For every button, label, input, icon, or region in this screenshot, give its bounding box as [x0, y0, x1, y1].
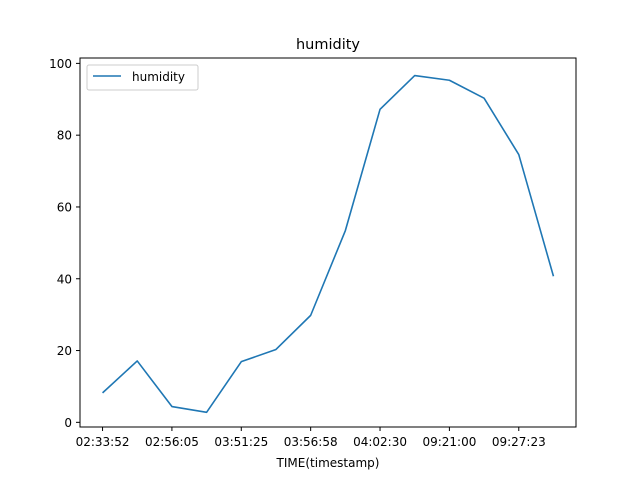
x-tick-label: 02:56:05	[145, 435, 199, 449]
x-tick-label: 03:56:58	[284, 435, 338, 449]
plot-frame	[79, 57, 577, 428]
y-tick-label: 60	[57, 200, 72, 214]
y-tick-label: 40	[57, 272, 72, 286]
y-tick-label: 80	[57, 129, 72, 143]
x-tick-label: 09:21:00	[422, 435, 476, 449]
legend-label: humidity	[132, 70, 185, 84]
x-tick-label: 03:51:25	[214, 435, 268, 449]
x-axis-label: TIME(timestamp)	[276, 456, 380, 470]
x-tick-label: 02:33:52	[76, 435, 130, 449]
chart-title: humidity	[296, 37, 360, 53]
y-tick-label: 100	[49, 57, 72, 71]
x-axis-ticks: 02:33:52 02:56:05 03:51:25 03:56:58 04:02:30…	[76, 427, 546, 449]
series-layer	[102, 74, 555, 414]
x-tick-label: 04:02:30	[353, 435, 407, 449]
y-tick-label: 0	[64, 416, 72, 430]
legend: humidity	[86, 64, 199, 91]
series-line-humidity	[102, 74, 555, 414]
x-tick-label: 09:27:23	[492, 435, 546, 449]
y-axis-ticks: 0 20 40 60 80 100	[49, 57, 80, 430]
legend-box	[86, 64, 199, 91]
y-tick-label: 20	[57, 344, 72, 358]
